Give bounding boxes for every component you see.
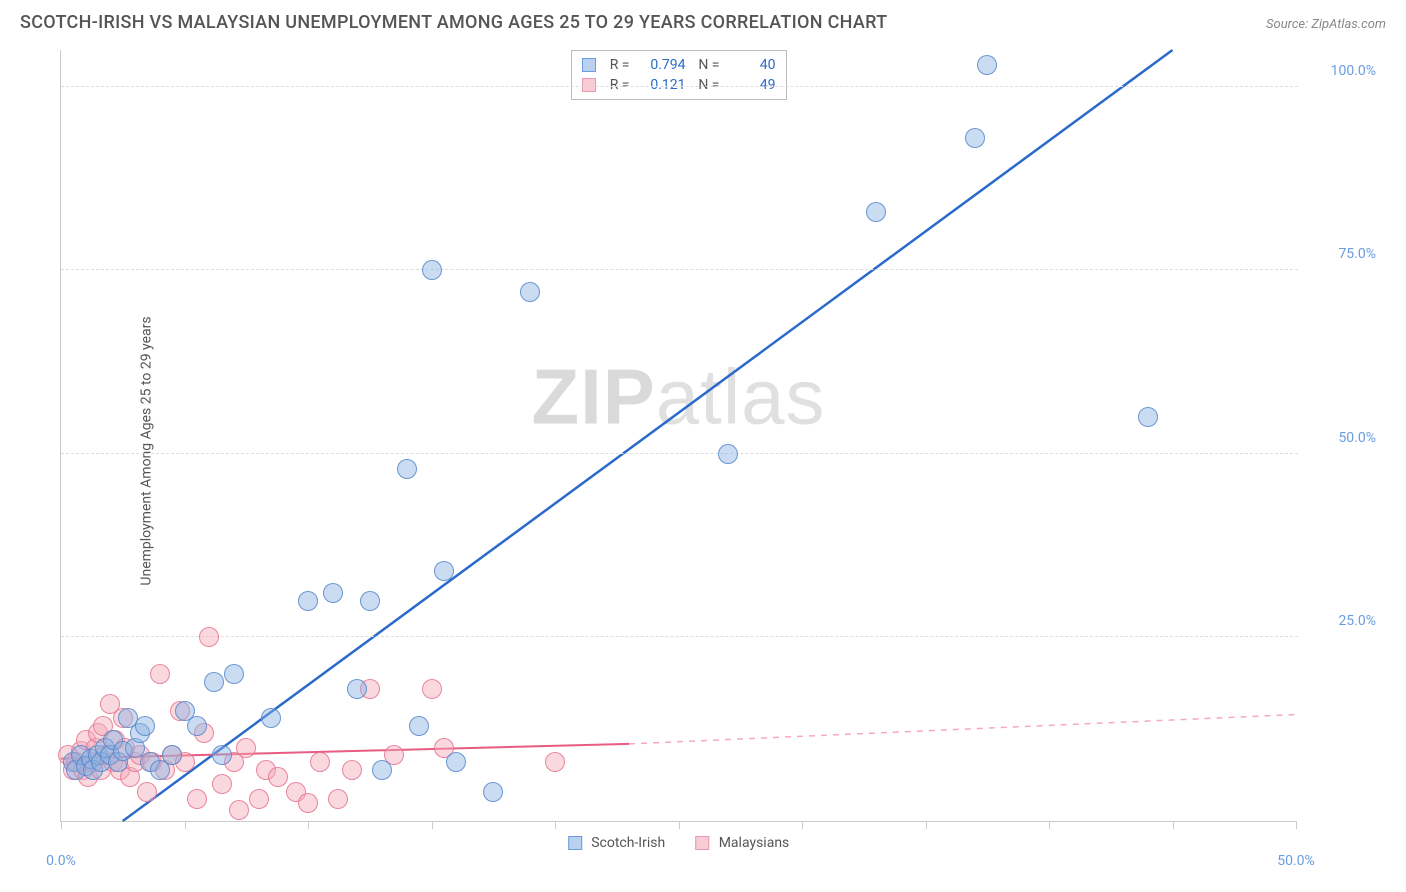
scatter-point <box>236 738 256 758</box>
plot-area: ZIPatlas R = 0.794 N = 40 R = 0.121 N = … <box>60 50 1296 822</box>
scatter-point <box>224 664 244 684</box>
x-tick <box>432 821 433 829</box>
x-tick <box>802 821 803 829</box>
scatter-point <box>298 591 318 611</box>
trend-lines <box>61 50 1296 821</box>
scatter-point <box>212 774 232 794</box>
x-tick <box>185 821 186 829</box>
source-label: Source: ZipAtlas.com <box>1266 17 1386 32</box>
scatter-point <box>347 679 367 699</box>
scatter-point <box>323 583 343 603</box>
x-tick <box>1049 821 1050 829</box>
scatter-point <box>137 782 157 802</box>
scatter-point <box>422 260 442 280</box>
x-tick <box>61 821 62 829</box>
scatter-point <box>229 800 249 820</box>
scatter-point <box>249 789 269 809</box>
scatter-point <box>483 782 503 802</box>
scatter-point <box>204 672 224 692</box>
legend-bottom: Scotch-Irish Malaysians <box>568 835 790 851</box>
x-tick <box>1173 821 1174 829</box>
scatter-point <box>212 745 232 765</box>
y-tick-label: 50.0% <box>1338 430 1376 446</box>
trend-line <box>123 50 1173 821</box>
scatter-point <box>520 282 540 302</box>
scatter-point <box>342 760 362 780</box>
legend-label: Scotch-Irish <box>591 835 665 851</box>
scatter-point <box>360 591 380 611</box>
x-tick <box>926 821 927 829</box>
scatter-point <box>965 128 985 148</box>
chart-container: Unemployment Among Ages 25 to 29 years Z… <box>50 50 1386 852</box>
scatter-point <box>310 752 330 772</box>
scatter-point <box>268 767 288 787</box>
scatter-point <box>199 627 219 647</box>
x-tick <box>555 821 556 829</box>
scatter-point <box>866 202 886 222</box>
scatter-point <box>187 789 207 809</box>
x-tick-label: 0.0% <box>46 853 76 869</box>
scatter-point <box>977 55 997 75</box>
scatter-point <box>718 444 738 464</box>
scatter-point <box>434 561 454 581</box>
x-tick <box>308 821 309 829</box>
scatter-point <box>372 760 392 780</box>
legend-item-scotch-irish: Scotch-Irish <box>568 835 666 851</box>
scatter-point <box>187 716 207 736</box>
scatter-point <box>446 752 466 772</box>
gridline <box>61 86 1298 87</box>
scatter-point <box>328 789 348 809</box>
scatter-point <box>422 679 442 699</box>
scatter-point <box>409 716 429 736</box>
legend-swatch-pink <box>695 836 709 850</box>
gridline <box>61 636 1298 637</box>
scatter-point <box>162 745 182 765</box>
legend-swatch-blue <box>568 836 582 850</box>
legend-item-malaysians: Malaysians <box>695 835 789 851</box>
y-tick-label: 100.0% <box>1331 63 1376 79</box>
gridline <box>61 453 1298 454</box>
legend-label: Malaysians <box>719 835 790 851</box>
chart-title: SCOTCH-IRISH VS MALAYSIAN UNEMPLOYMENT A… <box>20 12 887 33</box>
scatter-point <box>1138 407 1158 427</box>
scatter-point <box>545 752 565 772</box>
x-tick-label: 50.0% <box>1277 853 1315 869</box>
y-tick-label: 25.0% <box>1338 613 1376 629</box>
gridline <box>61 269 1298 270</box>
trend-line <box>629 715 1296 744</box>
scatter-point <box>150 664 170 684</box>
x-tick <box>679 821 680 829</box>
title-bar: SCOTCH-IRISH VS MALAYSIAN UNEMPLOYMENT A… <box>0 0 1406 33</box>
scatter-point <box>397 459 417 479</box>
scatter-point <box>135 716 155 736</box>
x-tick <box>1296 821 1297 829</box>
scatter-point <box>261 708 281 728</box>
y-tick-label: 75.0% <box>1338 246 1376 262</box>
scatter-point <box>298 793 318 813</box>
